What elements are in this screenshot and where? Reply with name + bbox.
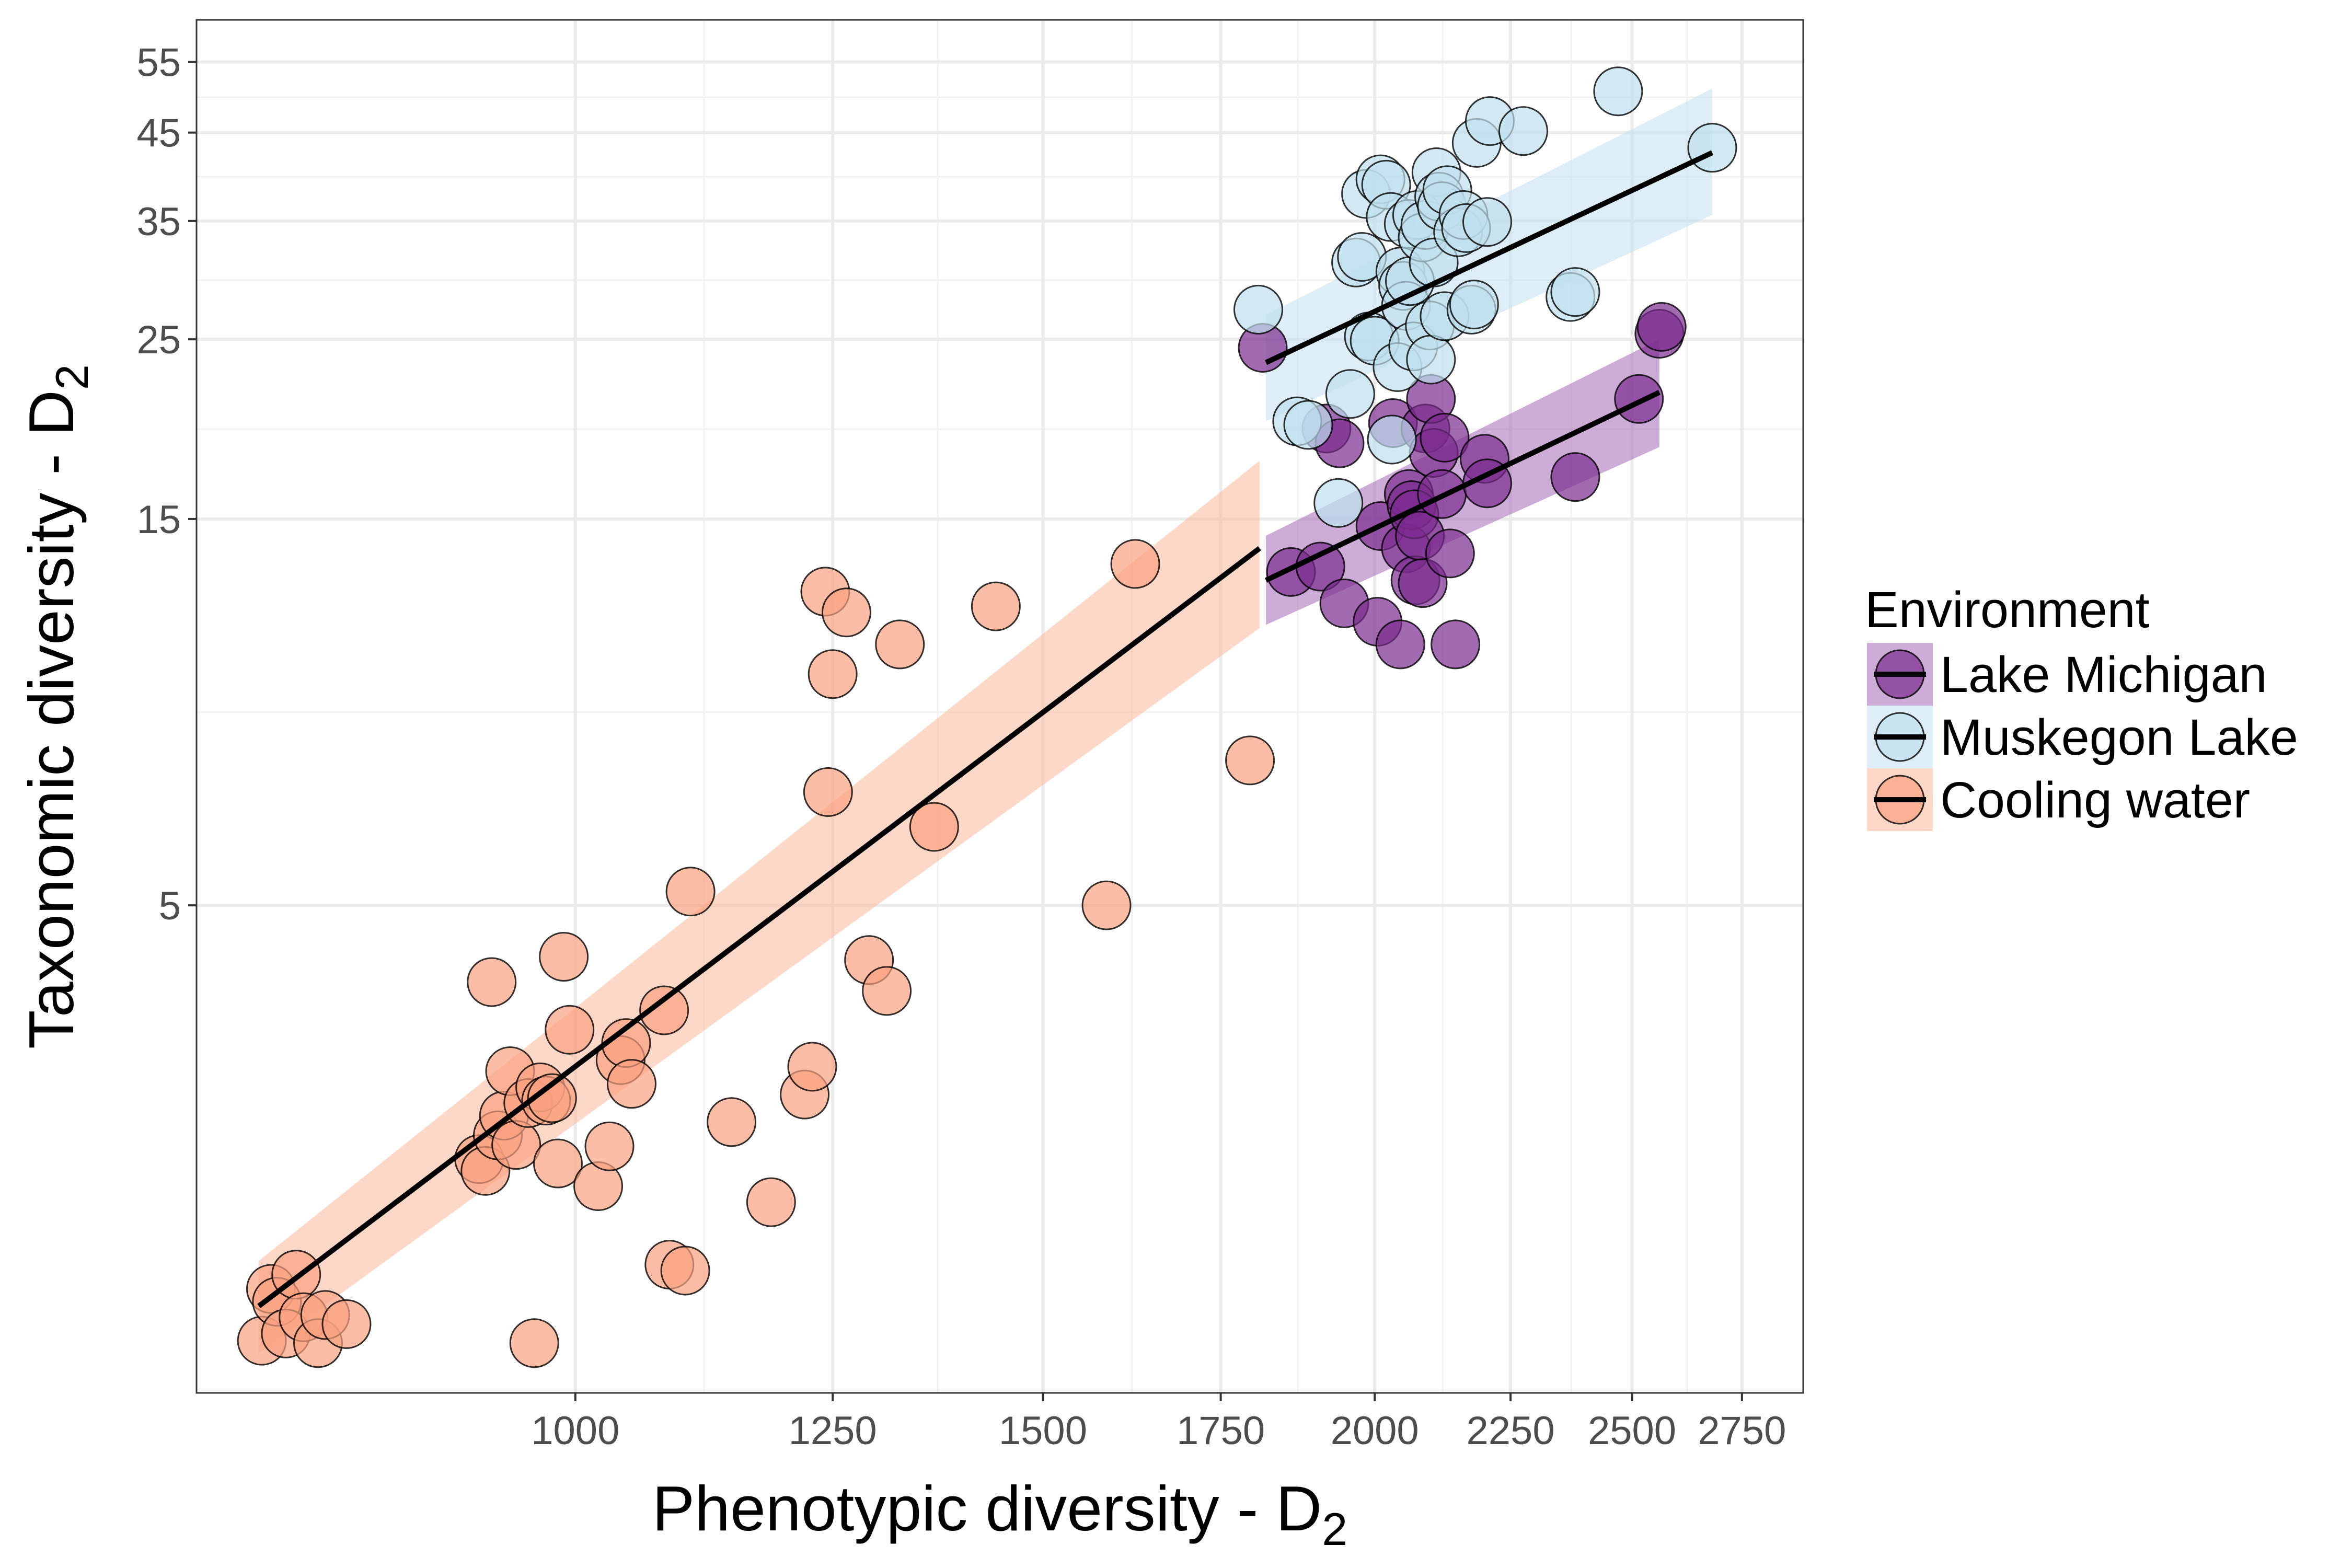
data-point [1367, 414, 1417, 465]
data-point [639, 985, 689, 1035]
fit-line [1264, 390, 1661, 583]
legend-label: Lake Michigan [1940, 646, 2267, 703]
y-tick-label: 45 [136, 111, 181, 156]
x-tick-label: 2000 [1331, 1409, 1419, 1453]
data-point [1283, 400, 1333, 450]
x-tick-label: 2750 [1698, 1409, 1786, 1453]
fit-lines [257, 150, 1714, 1308]
data-point [909, 802, 959, 852]
data-point [1462, 197, 1512, 247]
data-point [1593, 66, 1643, 117]
x-axis-title: Phenotypic diversity - D2 [652, 1473, 1347, 1555]
data-point [746, 1177, 796, 1227]
data-point [527, 1073, 577, 1123]
legend-label: Muskegon Lake [1940, 709, 2298, 766]
data-point [1449, 280, 1499, 330]
data-point [1225, 735, 1275, 786]
data-point [1081, 880, 1132, 930]
y-tick-label: 25 [136, 318, 181, 362]
x-tick-label: 2500 [1588, 1409, 1676, 1453]
y-tick-label: 35 [136, 200, 181, 244]
data-point [509, 1318, 559, 1368]
data-point [1614, 374, 1664, 424]
data-point [533, 1138, 583, 1189]
y-tick-label: 15 [136, 498, 181, 542]
data-point [539, 932, 589, 982]
x-axis-ticks: 1000 1250 1500 1750 2000 2250 2500 2750 [531, 1393, 1786, 1453]
data-point [321, 1299, 372, 1349]
data-point [821, 587, 871, 638]
x-tick-label: 1000 [531, 1409, 619, 1453]
data-point [1425, 528, 1475, 579]
data-point [1233, 284, 1283, 335]
legend-label: Cooling water [1940, 771, 2250, 828]
data-point [862, 966, 912, 1016]
data-point [1313, 478, 1364, 528]
x-tick-label: 2250 [1467, 1409, 1555, 1453]
legend-title: Environment [1865, 581, 2150, 638]
data-point [467, 957, 517, 1007]
fit-line [257, 546, 1261, 1308]
data-point [1431, 619, 1481, 670]
data-point [1110, 539, 1160, 589]
data-point [1420, 412, 1470, 463]
data-point [545, 1005, 595, 1055]
data-point [1687, 123, 1737, 173]
data-point [1498, 106, 1548, 156]
data-point [803, 767, 853, 817]
panel-border [195, 19, 1804, 1394]
y-tick-label: 5 [159, 884, 181, 928]
data-point [584, 1121, 635, 1171]
data-point [1406, 335, 1456, 385]
data-point [1550, 452, 1600, 502]
x-tick-label: 1750 [1177, 1409, 1265, 1453]
fit-line [1264, 150, 1714, 365]
data-point [875, 619, 925, 670]
data-point [971, 581, 1021, 631]
data-point [1550, 267, 1600, 317]
data-point [606, 1059, 656, 1109]
data-point [660, 1246, 710, 1296]
x-tick-label: 1500 [999, 1409, 1087, 1453]
x-tick-label: 1250 [789, 1409, 877, 1453]
data-point [1636, 302, 1687, 352]
legend: Environment Lake Michigan Muskegon LakeCo… [1865, 581, 2298, 831]
y-axis-ticks: 5 15 25 35 45 55 [136, 41, 197, 928]
data-point [787, 1042, 837, 1092]
data-point [665, 867, 716, 917]
data-point [707, 1097, 757, 1147]
data-point [808, 649, 858, 699]
y-axis-title: Taxonomic diversity - D2 [16, 364, 98, 1049]
data-point [1375, 619, 1425, 670]
data-point [491, 1120, 541, 1170]
data-point [1325, 369, 1375, 419]
y-tick-label: 55 [136, 41, 181, 85]
